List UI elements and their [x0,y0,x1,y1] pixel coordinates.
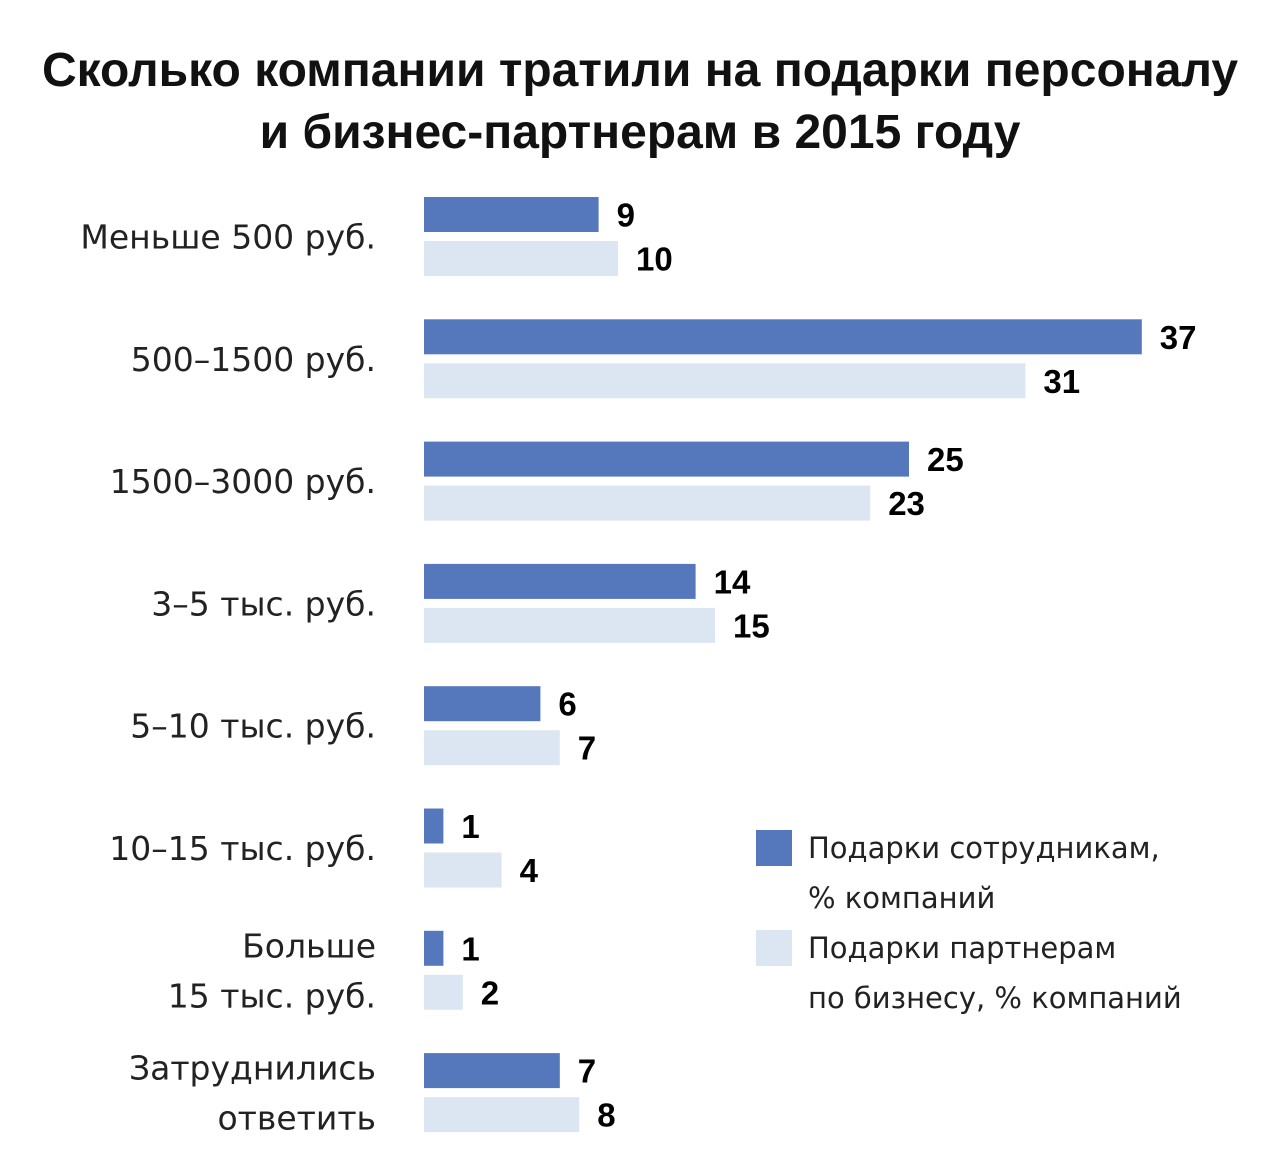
category-label: Меньше 500 руб. [80,218,376,257]
value-label: 23 [888,485,925,522]
bar-partners [424,485,871,521]
value-label: 25 [927,441,964,478]
bar-employees [424,686,541,722]
category-label: 1500–3000 руб. [110,462,376,501]
legend-label-employees: Подарки сотрудникам, [808,831,1160,865]
bar-partners [424,852,502,888]
bar-employees [424,808,444,844]
value-label: 8 [597,1097,615,1134]
category-label: Больше [242,926,376,965]
bar-employees [424,1053,560,1089]
value-label: 2 [481,974,499,1011]
category-label: 15 тыс. руб. [168,976,376,1015]
legend-swatch-partners [756,930,792,966]
bar-partners [424,730,560,766]
category-labels: Меньше 500 руб. 500–1500 руб. 1500–3000 ру… [80,218,376,1138]
value-label: 14 [714,563,751,600]
value-label: 7 [578,1053,596,1090]
bar-employees [424,930,444,966]
bar-employees [424,563,696,599]
legend-label-partners: Подарки партнерам [808,931,1116,965]
bars [424,197,1142,1133]
legend-label-employees: % компаний [808,881,995,915]
value-label: 9 [617,197,635,234]
category-label: 10–15 тыс. руб. [109,829,376,868]
bar-partners [424,241,618,276]
value-label: 15 [733,607,770,644]
chart-title: Сколько компании тратили на подарки перс… [42,44,1238,159]
category-label: ответить [217,1099,376,1138]
legend-label-partners: по бизнесу, % компаний [808,981,1182,1015]
chart-title-line-2: и бизнес-партнерам в 2015 году [260,106,1021,159]
category-label: 3–5 тыс. руб. [151,584,376,623]
category-label: Затруднились [129,1049,376,1088]
value-label: 6 [558,686,576,723]
value-label: 37 [1160,319,1197,356]
legend-swatch-employees [756,830,792,866]
value-label: 4 [520,852,539,889]
bar-partners [424,363,1026,399]
bar-partners [424,1097,580,1133]
bar-partners [424,607,715,643]
value-label: 7 [578,730,596,767]
bar-employees [424,197,599,232]
value-label: 1 [461,808,479,845]
bar-employees [424,319,1142,355]
legend: Подарки сотрудникам, % компаний Подарки па… [756,830,1182,1015]
bar-partners [424,974,463,1010]
value-label: 10 [636,241,673,278]
category-label: 5–10 тыс. руб. [130,707,376,746]
chart-title-line-1: Сколько компании тратили на подарки перс… [42,44,1238,97]
value-label: 31 [1043,363,1080,400]
bar-employees [424,441,909,477]
value-label: 1 [461,930,479,967]
category-label: 500–1500 руб. [131,340,376,379]
